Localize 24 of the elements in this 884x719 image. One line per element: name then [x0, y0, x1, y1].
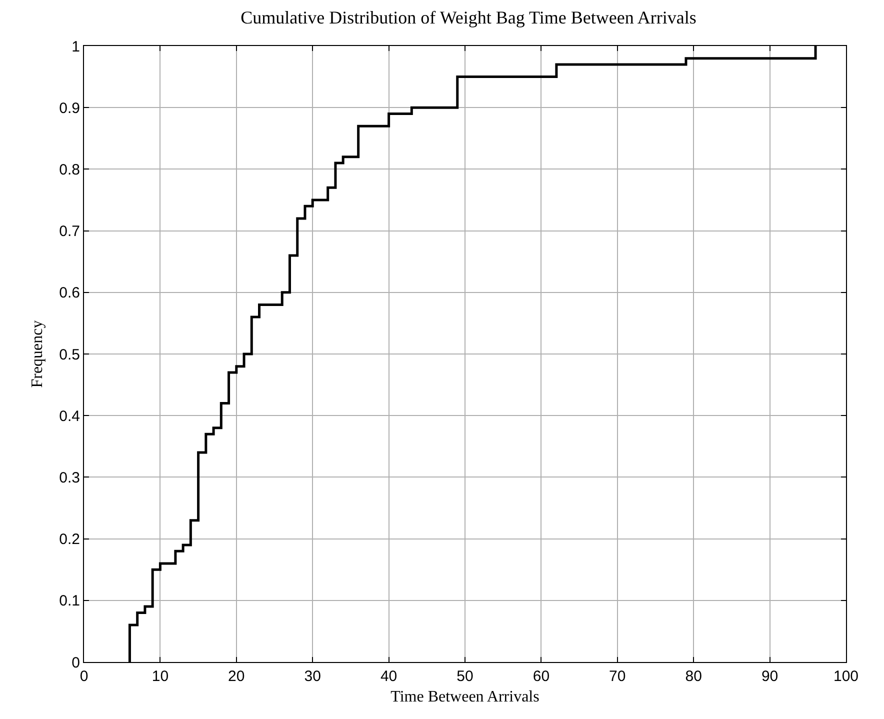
y-tick-label: 0.3 — [59, 469, 80, 486]
x-tick-label: 30 — [304, 668, 321, 685]
y-tick-label: 0.2 — [59, 531, 80, 548]
y-axis-title: Frequency — [29, 320, 46, 388]
x-tick-label: 10 — [152, 668, 169, 685]
y-tick-label: 0.4 — [59, 408, 80, 425]
y-tick-label: 0.5 — [59, 346, 80, 364]
x-tick-label: 20 — [228, 668, 245, 685]
x-tick-label: 70 — [609, 668, 626, 685]
x-axis-title: Time Between Arrivals — [390, 688, 540, 706]
y-tick-label: 1 — [72, 38, 80, 56]
y-tick-label: 0.7 — [59, 223, 80, 240]
y-tick-label: 0.9 — [59, 100, 80, 117]
x-tick-label: 40 — [380, 668, 398, 685]
chart-title: Cumulative Distribution of Weight Bag Time Between Arrivals — [240, 7, 696, 28]
x-tick-label: 80 — [685, 668, 702, 685]
y-tick-label: 0 — [72, 654, 80, 672]
x-tick-label: 50 — [456, 668, 474, 685]
x-tick-label: 100 — [833, 668, 859, 685]
x-tick-label: 90 — [761, 668, 778, 685]
x-tick-label: 60 — [532, 668, 550, 685]
y-tick-label: 0.8 — [59, 161, 80, 178]
y-tick-label: 0.1 — [59, 592, 80, 610]
y-tick-label: 0.6 — [59, 284, 80, 302]
